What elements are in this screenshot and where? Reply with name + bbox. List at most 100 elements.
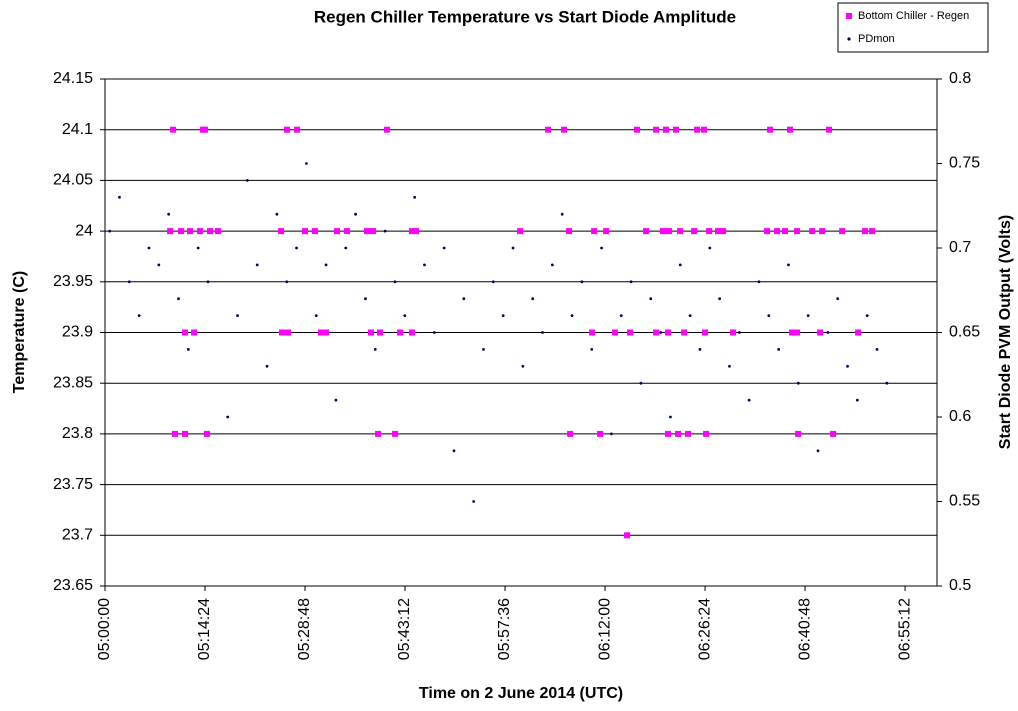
point (580, 280, 584, 284)
point (541, 331, 544, 334)
point (806, 314, 810, 317)
point (677, 228, 684, 235)
point (855, 329, 862, 336)
point (545, 126, 552, 133)
y-tick-label: 24 (75, 222, 93, 239)
point (836, 297, 840, 301)
y-tick-label: 23.9 (62, 324, 93, 341)
x-axis-title: Time on 2 June 2014 (UTC) (419, 685, 623, 702)
point (517, 228, 524, 235)
point (688, 314, 692, 317)
point (275, 212, 279, 216)
point (672, 126, 679, 133)
point (354, 212, 357, 216)
point (659, 331, 662, 334)
point (367, 329, 374, 336)
point (172, 430, 179, 437)
point (283, 126, 290, 133)
point (611, 329, 618, 336)
point (196, 246, 200, 250)
point (408, 228, 415, 235)
point (294, 126, 301, 133)
point (757, 280, 761, 284)
point (715, 228, 722, 235)
y2-tick-label: 0.6 (949, 408, 971, 425)
point (178, 228, 185, 235)
point (344, 228, 351, 235)
point (285, 280, 289, 284)
point (255, 263, 259, 267)
point (197, 228, 204, 235)
point (796, 381, 800, 385)
legend-marker (847, 37, 851, 41)
point (795, 430, 802, 437)
point (373, 348, 377, 351)
x-tick-label: 06:55:12 (896, 598, 913, 660)
y2-tick-label: 0.5 (949, 577, 971, 594)
y2-tick-label: 0.65 (949, 324, 980, 341)
legend-label: PDmon (858, 33, 895, 45)
point (685, 430, 692, 437)
point (566, 228, 573, 235)
point (691, 228, 698, 235)
legend-box (837, 2, 989, 53)
point (665, 430, 672, 437)
x-tick-label: 05:14:24 (196, 598, 213, 660)
point (570, 314, 574, 317)
point (830, 430, 837, 437)
point (333, 228, 340, 235)
point (561, 126, 568, 133)
point (186, 228, 193, 235)
point (787, 263, 790, 267)
point (137, 314, 141, 317)
point (649, 297, 653, 301)
y-tick-label: 23.8 (62, 425, 93, 442)
point (702, 329, 709, 336)
point (334, 398, 338, 402)
point (127, 280, 131, 284)
point (501, 314, 505, 317)
point (663, 126, 670, 133)
y2-tick-label: 0.8 (949, 70, 971, 87)
point (720, 228, 727, 235)
point (794, 329, 801, 336)
point (311, 228, 318, 235)
point (167, 228, 174, 235)
point (265, 364, 269, 368)
x-tick-label: 05:43:12 (396, 598, 413, 660)
point (442, 246, 446, 250)
legend-marker (846, 13, 852, 19)
point (789, 329, 796, 336)
point (817, 329, 824, 336)
point (403, 314, 407, 317)
point (862, 228, 869, 235)
point (186, 348, 190, 351)
point (181, 430, 188, 437)
point (157, 263, 161, 267)
point (408, 329, 415, 336)
y-tick-label: 23.7 (62, 527, 93, 544)
point (317, 329, 324, 336)
point (462, 297, 466, 301)
point (560, 212, 564, 216)
y-tick-label: 23.75 (53, 476, 93, 493)
x-tick-label: 06:12:00 (596, 598, 613, 660)
point (794, 228, 801, 235)
point (236, 314, 239, 317)
point (782, 228, 789, 235)
point (703, 430, 710, 437)
point (393, 280, 397, 284)
y2-tick-label: 0.7 (949, 239, 971, 256)
point (302, 228, 309, 235)
point (737, 331, 741, 334)
point (730, 329, 737, 336)
point (278, 228, 285, 235)
y-tick-label: 23.95 (53, 273, 93, 290)
point (826, 126, 833, 133)
point (855, 398, 859, 402)
point (118, 195, 121, 199)
point (191, 329, 198, 336)
legend-label: Bottom Chiller - Regen (858, 10, 969, 22)
y2-tick-label: 0.75 (949, 155, 980, 172)
